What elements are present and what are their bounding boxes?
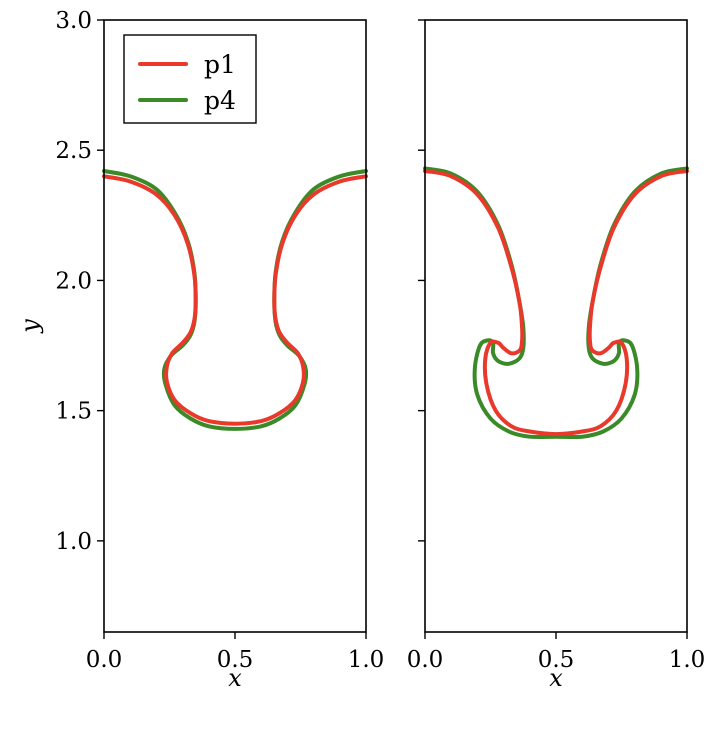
right-panel-series	[423, 166, 689, 440]
legend-label-p4: p4	[204, 86, 236, 115]
legend-label-p1: p1	[204, 50, 236, 79]
left-y-tick-label: 1.0	[55, 529, 92, 555]
left-y-tick-label: 3.0	[55, 8, 92, 34]
left-x-axis-label: x	[228, 664, 242, 692]
right-series-line-p4	[423, 166, 689, 440]
right-x-axis-label: x	[549, 664, 563, 692]
left-y-tick-label: 2.5	[55, 138, 92, 164]
left-x-tick-label: 1.0	[348, 647, 385, 673]
right-panel-ticks: 0.0 0.5 1.0	[407, 19, 706, 673]
right-axes-frame	[424, 19, 688, 633]
left-series-line-p4	[102, 169, 368, 431]
right-x-tick-label: 1.0	[669, 647, 706, 673]
left-x-tick-label: 0.0	[86, 647, 123, 673]
left-y-axis-label: y	[16, 319, 44, 334]
right-x-tick-label: 0.5	[538, 647, 575, 673]
legend-box	[123, 34, 257, 124]
left-y-tick-label: 2.0	[55, 268, 92, 294]
left-panel-series	[102, 169, 368, 431]
left-panel: 0.0 0.5 1.0 1.0 1.5 2.0 2.5 3.0 x y p1 p4	[16, 8, 384, 692]
left-x-tick-label: 0.5	[217, 647, 254, 673]
left-series-line-p1	[102, 174, 368, 426]
legend: p1 p4	[123, 34, 257, 124]
left-panel-ticks: 0.0 0.5 1.0 1.0 1.5 2.0 2.5 3.0	[55, 8, 384, 673]
right-x-tick-label: 0.0	[407, 647, 444, 673]
right-series-line-p1	[423, 169, 689, 437]
right-panel: 0.0 0.5 1.0 x	[407, 19, 706, 692]
left-y-tick-label: 1.5	[55, 399, 92, 425]
